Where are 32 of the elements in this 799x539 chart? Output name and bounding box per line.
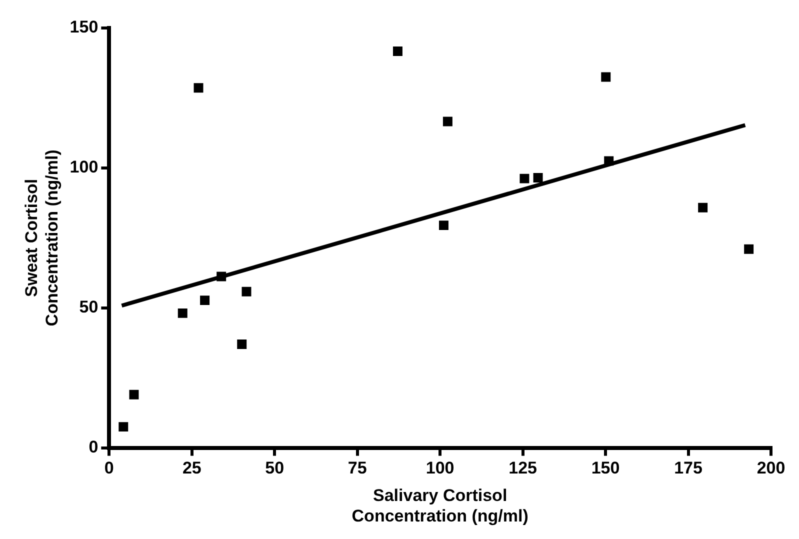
point — [604, 156, 614, 166]
point — [438, 220, 448, 230]
y-tick-label: 50 — [79, 298, 98, 317]
y-tick-label: 100 — [70, 158, 98, 177]
x-tick-label: 175 — [674, 458, 702, 478]
point — [533, 172, 543, 182]
point — [129, 390, 139, 400]
x-axis-title: Salivary Cortisol Concentration (ng/ml) — [352, 486, 528, 526]
y-axis-title: Sweat Cortisol Concentration (ng/ml) — [22, 150, 62, 326]
point — [200, 296, 210, 306]
point — [520, 174, 530, 184]
x-tick-label: 125 — [508, 458, 537, 478]
y-tick-label: 150 — [70, 18, 98, 37]
point — [442, 116, 452, 126]
point — [194, 83, 204, 93]
point — [118, 422, 128, 432]
point — [178, 308, 188, 318]
point — [392, 46, 402, 56]
point — [698, 202, 708, 212]
point — [242, 286, 252, 296]
x-tick-label: 25 — [182, 458, 202, 478]
point — [601, 72, 611, 82]
x-tick-label: 75 — [348, 458, 367, 478]
y-tick-label: 0 — [88, 437, 98, 456]
point — [744, 244, 754, 254]
x-tick-label: 50 — [265, 458, 284, 478]
point — [237, 340, 247, 349]
x-tick-label: 100 — [426, 458, 454, 478]
x-tick-label: 0 — [104, 458, 114, 478]
x-tick-label: 200 — [756, 458, 786, 478]
point — [216, 272, 226, 282]
x-tick-label: 150 — [591, 458, 620, 478]
